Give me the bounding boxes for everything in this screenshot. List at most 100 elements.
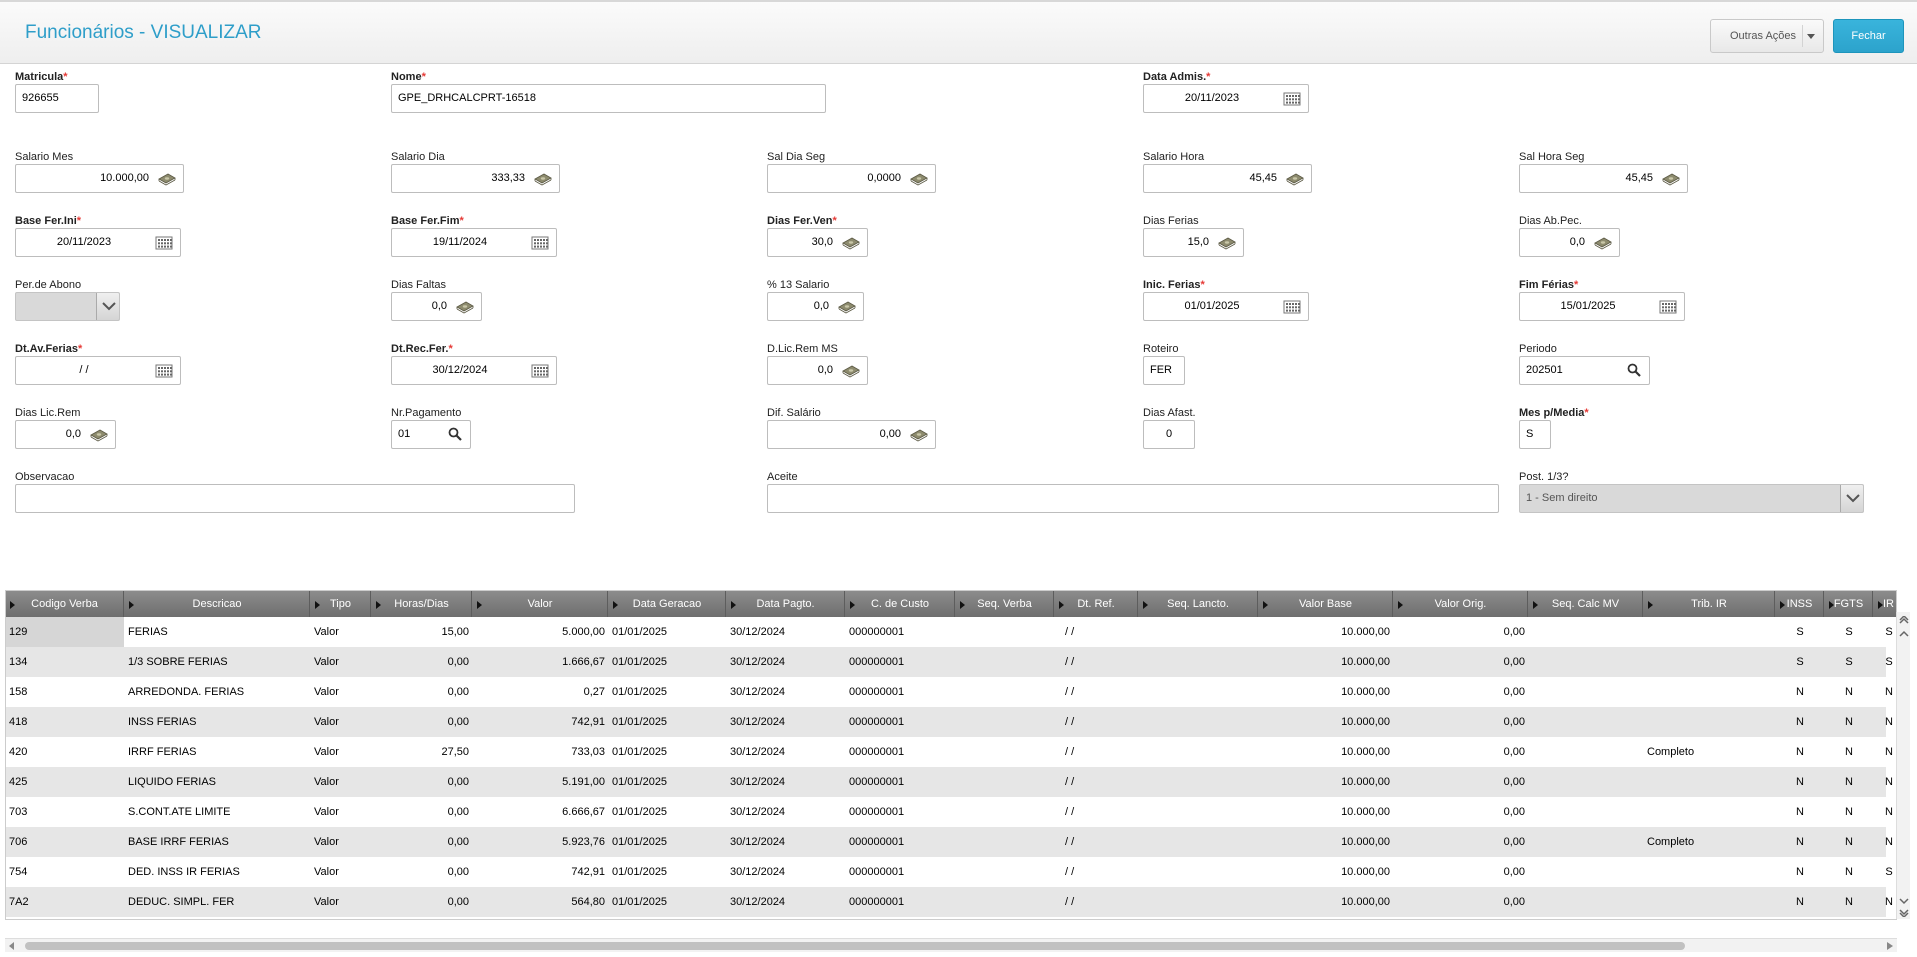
fechar-button[interactable]: Fechar bbox=[1833, 19, 1904, 53]
column-header-custo[interactable]: C. de Custo bbox=[846, 591, 955, 617]
base-fer-fim-input[interactable]: 19/11/2024 bbox=[391, 228, 557, 257]
column-header-tipo[interactable]: Tipo bbox=[311, 591, 371, 617]
table-row[interactable]: 158 ARREDONDA. FERIAS Valor 0,00 0,27 01/01/2… bbox=[6, 677, 1893, 707]
dif-salario-input[interactable]: 0,00 bbox=[767, 420, 936, 449]
money-icon[interactable] bbox=[837, 300, 857, 314]
column-header-codigo[interactable]: Codigo Verba bbox=[6, 591, 124, 617]
periodo-input[interactable]: 202501 bbox=[1519, 356, 1650, 385]
table-row[interactable]: 425 LIQUIDO FERIAS Valor 0,00 5.191,00 01/01/… bbox=[6, 767, 1893, 797]
money-icon[interactable] bbox=[841, 364, 861, 378]
money-icon[interactable] bbox=[841, 236, 861, 250]
dias-afast-input[interactable]: 0 bbox=[1143, 420, 1195, 449]
dias-fer-ven-input[interactable]: 30,0 bbox=[767, 228, 868, 257]
fim-ferias-input[interactable]: 15/01/2025 bbox=[1519, 292, 1685, 321]
search-icon[interactable] bbox=[448, 427, 462, 441]
horizontal-scrollbar[interactable] bbox=[5, 938, 1897, 952]
outras-acoes-button[interactable]: Outras Ações bbox=[1710, 19, 1824, 53]
column-header-fgts[interactable]: FGTS bbox=[1825, 591, 1873, 617]
sal-hora-seg-input[interactable]: 45,45 bbox=[1519, 164, 1688, 193]
column-header-horas[interactable]: Horas/Dias bbox=[372, 591, 472, 617]
money-icon[interactable] bbox=[909, 428, 929, 442]
table-row[interactable]: 703 S.CONT.ATE LIMITE Valor 0,00 6.666,67 01/… bbox=[6, 797, 1893, 827]
dias-lic-rem-input[interactable]: 0,0 bbox=[15, 420, 116, 449]
calendar-icon[interactable] bbox=[1658, 300, 1678, 314]
column-header-ir[interactable]: IR bbox=[1874, 591, 1896, 617]
aceite-input[interactable] bbox=[767, 484, 1499, 513]
table-row[interactable]: 418 INSS FERIAS Valor 0,00 742,91 01/01/2025 3… bbox=[6, 707, 1893, 737]
vertical-scrollbar[interactable] bbox=[1896, 612, 1910, 919]
calendar-icon[interactable] bbox=[1282, 92, 1302, 106]
money-icon[interactable] bbox=[157, 172, 177, 186]
matricula-input[interactable]: 926655 bbox=[15, 84, 99, 113]
scroll-bottom-icon[interactable] bbox=[1899, 909, 1909, 917]
calendar-icon[interactable] bbox=[530, 236, 550, 250]
money-icon[interactable] bbox=[455, 300, 475, 314]
column-header-data-geracao[interactable]: Data Geracao bbox=[609, 591, 726, 617]
table-row[interactable]: 706 BASE IRRF FERIAS Valor 0,00 5.923,76 01/0… bbox=[6, 827, 1893, 857]
column-header-valor-orig[interactable]: Valor Orig. bbox=[1394, 591, 1528, 617]
money-icon[interactable] bbox=[1661, 172, 1681, 186]
salario-mes-input[interactable]: 10.000,00 bbox=[15, 164, 184, 193]
dt-rec-fer-input[interactable]: 30/12/2024 bbox=[391, 356, 557, 385]
dias-ferias-input[interactable]: 15,0 bbox=[1143, 228, 1244, 257]
data-admis-input[interactable]: 20/11/2023 bbox=[1143, 84, 1309, 113]
scroll-top-icon[interactable] bbox=[1899, 616, 1909, 624]
money-icon[interactable] bbox=[533, 172, 553, 186]
column-header-valor-base[interactable]: Valor Base bbox=[1259, 591, 1393, 617]
money-icon[interactable] bbox=[1285, 172, 1305, 186]
money-icon[interactable] bbox=[1217, 236, 1237, 250]
dias-lic-rem-value: 0,0 bbox=[65, 428, 81, 440]
dt-av-ferias-input[interactable]: / / bbox=[15, 356, 181, 385]
table-row[interactable]: 129 FERIAS Valor 15,00 5.000,00 01/01/2025 30/… bbox=[6, 617, 1893, 647]
roteiro-input[interactable]: FER bbox=[1143, 356, 1185, 385]
column-header-valor[interactable]: Valor bbox=[473, 591, 608, 617]
table-row[interactable]: 754 DED. INSS IR FERIAS Valor 0,00 742,91 01/… bbox=[6, 857, 1893, 887]
horizontal-scroll-thumb[interactable] bbox=[25, 942, 1685, 950]
scroll-down-icon[interactable] bbox=[1899, 897, 1909, 905]
calendar-icon[interactable] bbox=[530, 364, 550, 378]
mes-p-media-input[interactable]: S bbox=[1519, 420, 1551, 449]
cell-inss: S bbox=[1796, 626, 1804, 638]
cell-seq-calc bbox=[1529, 857, 1643, 887]
observacao-input[interactable] bbox=[15, 484, 575, 513]
base-fer-ini-input[interactable]: 20/11/2023 bbox=[15, 228, 181, 257]
per-abono-select[interactable] bbox=[15, 292, 120, 321]
money-icon[interactable] bbox=[909, 172, 929, 186]
column-header-seq-calc[interactable]: Seq. Calc MV bbox=[1529, 591, 1643, 617]
dias-ab-pec-input[interactable]: 0,0 bbox=[1519, 228, 1620, 257]
dias-fer-ven-value: 30,0 bbox=[811, 236, 833, 248]
pct-13-salario-input[interactable]: 0,0 bbox=[767, 292, 864, 321]
calendar-icon[interactable] bbox=[1282, 300, 1302, 314]
dias-faltas-input[interactable]: 0,0 bbox=[391, 292, 482, 321]
nome-input[interactable]: GPE_DRHCALCPRT-16518 bbox=[391, 84, 826, 113]
d-lic-rem-ms-input[interactable]: 0,0 bbox=[767, 356, 868, 385]
table-row[interactable]: 420 IRRF FERIAS Valor 27,50 733,03 01/01/2025… bbox=[6, 737, 1893, 767]
column-header-dt-ref[interactable]: Dt. Ref. bbox=[1055, 591, 1138, 617]
column-header-inss[interactable]: INSS bbox=[1776, 591, 1824, 617]
inic-ferias-input[interactable]: 01/01/2025 bbox=[1143, 292, 1309, 321]
money-icon[interactable] bbox=[89, 428, 109, 442]
dropdown-button[interactable] bbox=[1840, 485, 1863, 512]
money-icon[interactable] bbox=[1593, 236, 1613, 250]
dropdown-button[interactable] bbox=[96, 293, 119, 320]
nr-pagamento-input[interactable]: 01 bbox=[391, 420, 471, 449]
scroll-left-icon[interactable] bbox=[9, 942, 15, 950]
column-header-seq-lancto[interactable]: Seq. Lancto. bbox=[1139, 591, 1258, 617]
sal-dia-seg-input[interactable]: 0,0000 bbox=[767, 164, 936, 193]
calendar-icon[interactable] bbox=[154, 364, 174, 378]
column-header-data-pagto[interactable]: Data Pagto. bbox=[727, 591, 845, 617]
table-row[interactable]: 7A2 DEDUC. SIMPL. FER Valor 0,00 564,80 01/01… bbox=[6, 887, 1893, 917]
column-header-descricao[interactable]: Descricao bbox=[125, 591, 310, 617]
table-row[interactable]: 134 1/3 SOBRE FERIAS Valor 0,00 1.666,67 01/0… bbox=[6, 647, 1893, 677]
salario-hora-input[interactable]: 45,45 bbox=[1143, 164, 1312, 193]
cell-dt-ref: / / bbox=[1065, 686, 1075, 698]
post-13-select[interactable]: 1 - Sem direito bbox=[1519, 484, 1864, 513]
scroll-up-icon[interactable] bbox=[1899, 630, 1909, 638]
search-icon[interactable] bbox=[1627, 363, 1641, 377]
scroll-right-icon[interactable] bbox=[1887, 942, 1893, 950]
salario-dia-input[interactable]: 333,33 bbox=[391, 164, 560, 193]
inic-ferias-label: Inic. Ferias* bbox=[1143, 279, 1205, 291]
column-header-trib-ir[interactable]: Trib. IR bbox=[1644, 591, 1775, 617]
column-header-seq-verba[interactable]: Seq. Verba bbox=[956, 591, 1054, 617]
calendar-icon[interactable] bbox=[154, 236, 174, 250]
